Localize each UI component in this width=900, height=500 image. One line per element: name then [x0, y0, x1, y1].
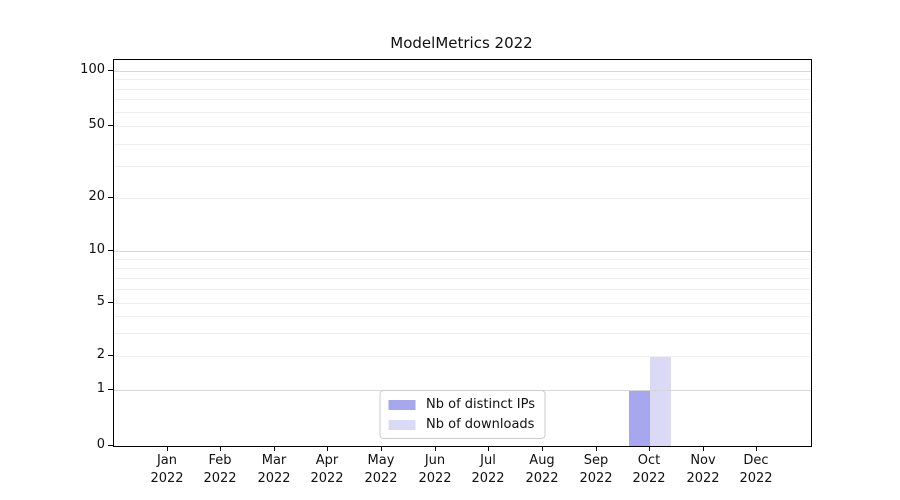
x-tick-year: 2022	[150, 471, 184, 486]
y-tick-mark-100	[108, 70, 113, 71]
x-axis-tick-label-sep: Sep 2022	[556, 452, 636, 488]
x-tick-year: 2022	[632, 471, 666, 486]
legend-swatch-nb-of-distinct-ips	[388, 399, 416, 410]
y-axis-tick-label-0: 0	[96, 437, 105, 452]
x-axis-tick-label-nov: Nov 2022	[663, 452, 743, 488]
x-tick-month: Feb	[208, 453, 232, 468]
x-tick-year: 2022	[418, 471, 452, 486]
x-tick-year: 2022	[364, 471, 398, 486]
x-tick-month: Jan	[156, 453, 178, 468]
y-tick-mark-0	[108, 445, 113, 446]
x-tick-year: 2022	[203, 471, 237, 486]
y-tick-mark-2	[108, 355, 113, 356]
legend-label: Nb of distinct IPs	[426, 397, 535, 412]
chart-title: ModelMetrics 2022	[390, 34, 533, 52]
gridline-y-7	[114, 278, 811, 279]
x-tick-mark-may	[381, 446, 382, 451]
y-tick-mark-20	[108, 197, 113, 198]
x-axis-tick-label-apr: Apr 2022	[287, 452, 367, 488]
x-tick-mark-dec	[756, 446, 757, 451]
x-tick-mark-nov	[703, 446, 704, 451]
y-axis-tick-label-10: 10	[88, 242, 105, 257]
x-axis-tick-label-dec: Dec 2022	[716, 452, 796, 488]
y-axis-tick-label-5: 5	[96, 294, 105, 309]
x-tick-mark-jan	[167, 446, 168, 451]
x-axis-tick-label-jul: Jul 2022	[448, 452, 528, 488]
y-axis-tick-label-1: 1	[96, 381, 105, 396]
x-tick-year: 2022	[686, 471, 720, 486]
x-tick-month: Aug	[529, 453, 555, 468]
x-tick-month: Sep	[583, 453, 609, 468]
gridline-y-9	[114, 259, 811, 260]
x-tick-mark-sep	[596, 446, 597, 451]
x-tick-month: Apr	[315, 453, 339, 468]
y-tick-mark-50	[108, 125, 113, 126]
x-tick-mark-feb	[220, 446, 221, 451]
x-axis-tick-label-feb: Feb 2022	[180, 452, 260, 488]
y-axis-tick-label-50: 50	[88, 117, 105, 132]
x-tick-year: 2022	[310, 471, 344, 486]
y-axis-tick-label-2: 2	[96, 347, 105, 362]
y-tick-mark-1	[108, 389, 113, 390]
x-tick-month: Dec	[743, 453, 769, 468]
x-axis-tick-label-jun: Jun 2022	[395, 452, 475, 488]
gridline-y-10	[114, 251, 811, 252]
legend: Nb of distinct IPs Nb of downloads	[379, 390, 546, 439]
x-tick-mark-jun	[435, 446, 436, 451]
gridline-y-60	[114, 112, 811, 113]
x-tick-month: May	[367, 453, 395, 468]
gridline-y-5	[114, 303, 811, 304]
gridline-y-3	[114, 333, 811, 334]
x-tick-year: 2022	[525, 471, 559, 486]
gridline-y-4	[114, 316, 811, 317]
x-tick-year: 2022	[739, 471, 773, 486]
x-tick-month: Jun	[424, 453, 446, 468]
x-axis-tick-label-aug: Aug 2022	[502, 452, 582, 488]
gridline-y-50	[114, 126, 811, 127]
x-axis-tick-label-mar: Mar 2022	[234, 452, 314, 488]
legend-swatch-nb-of-downloads	[388, 419, 416, 430]
x-axis-tick-label-oct: Oct 2022	[609, 452, 689, 488]
gridline-y-2	[114, 356, 811, 357]
legend-label: Nb of downloads	[426, 417, 535, 432]
x-tick-mark-mar	[274, 446, 275, 451]
x-tick-month: Oct	[637, 453, 661, 468]
x-tick-year: 2022	[579, 471, 613, 486]
y-tick-mark-5	[108, 302, 113, 303]
x-axis-tick-label-may: May 2022	[341, 452, 421, 488]
x-tick-mark-oct	[649, 446, 650, 451]
x-tick-mark-jul	[488, 446, 489, 451]
gridline-y-90	[114, 79, 811, 80]
x-tick-mark-apr	[327, 446, 328, 451]
bar-nb-of-downloads-oct	[650, 356, 671, 446]
x-tick-mark-aug	[542, 446, 543, 451]
gridline-y-6	[114, 289, 811, 290]
x-tick-month: Jul	[480, 453, 496, 468]
x-tick-year: 2022	[471, 471, 505, 486]
gridline-y-70	[114, 99, 811, 100]
x-tick-month: Nov	[690, 453, 716, 468]
y-axis-tick-label-100: 100	[80, 62, 105, 77]
gridline-y-20	[114, 198, 811, 199]
legend-row: Nb of downloads	[388, 417, 535, 432]
gridline-y-8	[114, 268, 811, 269]
x-tick-month: Mar	[261, 453, 287, 468]
y-tick-mark-10	[108, 250, 113, 251]
bar-nb-of-distinct-ips-oct	[629, 390, 650, 446]
gridline-y-80	[114, 89, 811, 90]
legend-row: Nb of distinct IPs	[388, 397, 535, 412]
gridline-y-100	[114, 71, 811, 72]
y-axis-tick-label-20: 20	[88, 189, 105, 204]
gridline-y-30	[114, 166, 811, 167]
gridline-y-40	[114, 144, 811, 145]
x-tick-year: 2022	[257, 471, 291, 486]
x-axis-tick-label-jan: Jan 2022	[127, 452, 207, 488]
plot-area: Nb of distinct IPs Nb of downloads	[113, 59, 812, 447]
